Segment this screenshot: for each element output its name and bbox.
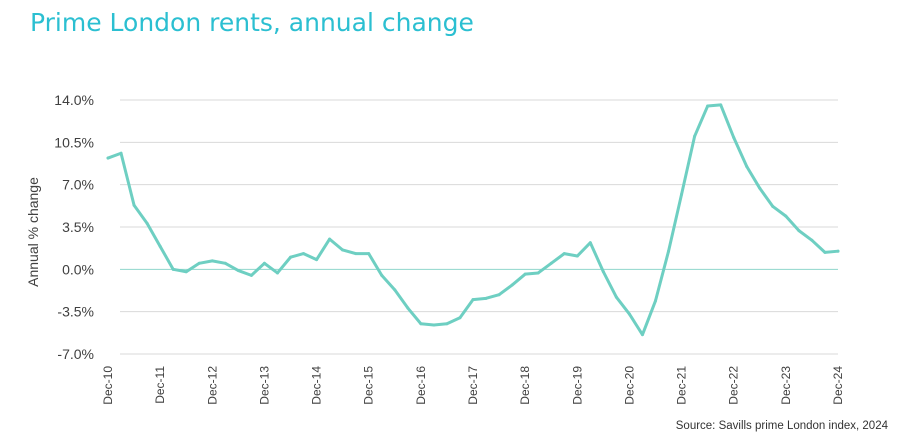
y-axis-ticks: 14.0% 10.5% 7.0% 3.5% 0.0% -3.5% -7.0% [54,92,94,362]
y-tick-label: 7.0% [62,177,94,193]
data-point [315,258,319,262]
chart-source: Source: Savills prime London index, 2024 [675,420,888,432]
data-point [145,221,149,225]
data-point [223,261,227,265]
data-point [497,293,501,297]
data-point [380,273,384,277]
data-point [667,249,671,253]
data-point [275,271,279,275]
data-point [614,295,618,299]
x-tick-label: Dec-21 [675,366,689,405]
data-point [536,271,540,275]
data-point [706,104,710,108]
x-axis-ticks: Dec-10 Dec-11 Dec-12 Dec-13 Dec-14 Dec-15 Dec-… [101,366,845,405]
data-point [784,214,788,218]
data-point [719,103,723,107]
data-point [601,270,605,274]
data-point [328,237,332,241]
chart-title: Prime London rents, annual change [30,8,474,37]
x-tick-label: Dec-12 [205,366,219,405]
data-point [484,296,488,300]
x-tick-label: Dec-22 [727,366,741,405]
x-tick-label: Dec-14 [310,366,324,405]
data-point [302,252,306,256]
data-point [640,333,644,337]
y-tick-label: 14.0% [54,92,94,108]
data-point [810,238,814,242]
data-point [210,259,214,263]
y-tick-label: 0.0% [62,261,94,277]
x-tick-label: Dec-23 [779,366,793,405]
data-point [732,135,736,139]
data-point [445,322,449,326]
data-point [680,192,684,196]
data-point [471,298,475,302]
x-tick-label: Dec-20 [622,366,636,405]
data-point [771,204,775,208]
series-group [106,103,840,337]
data-point [549,261,553,265]
x-tick-label: Dec-18 [518,366,532,405]
data-point [341,248,345,252]
data-point [171,267,175,271]
x-tick-label: Dec-11 [153,366,167,404]
data-point [262,261,266,265]
data-point [419,322,423,326]
data-point [575,254,579,258]
data-point [510,283,514,287]
x-tick-label: Dec-13 [257,366,271,405]
data-point [132,203,136,207]
data-point [432,323,436,327]
data-point [823,250,827,254]
data-point [406,306,410,310]
data-point [758,186,762,190]
x-tick-label: Dec-17 [466,366,480,405]
x-tick-label: Dec-19 [570,366,584,405]
data-point [458,316,462,320]
data-point [236,269,240,273]
y-tick-label: -3.5% [57,304,94,320]
x-tick-label: Dec-24 [831,366,845,405]
y-axis-label: Annual % change [25,177,41,287]
y-tick-label: 3.5% [62,219,94,235]
data-point [249,273,253,277]
data-point [797,229,801,233]
data-point [197,261,201,265]
x-tick-label: Dec-15 [362,366,376,405]
data-point [523,272,527,276]
y-tick-label: 10.5% [54,134,94,150]
data-point [562,252,566,256]
data-point [184,270,188,274]
data-point [393,288,397,292]
data-point [836,249,840,253]
data-point [745,165,749,169]
x-tick-label: Dec-16 [414,366,428,405]
data-point [588,241,592,245]
data-point [354,252,358,256]
x-tick-label: Dec-10 [101,366,115,405]
data-point [119,151,123,155]
data-point [627,312,631,316]
data-point [654,299,657,303]
data-point [367,252,371,256]
y-tick-label: -7.0% [57,346,94,362]
gridlines [120,99,838,355]
data-point [106,156,110,160]
data-point [158,244,162,248]
data-point [693,134,697,138]
data-point [289,255,292,259]
